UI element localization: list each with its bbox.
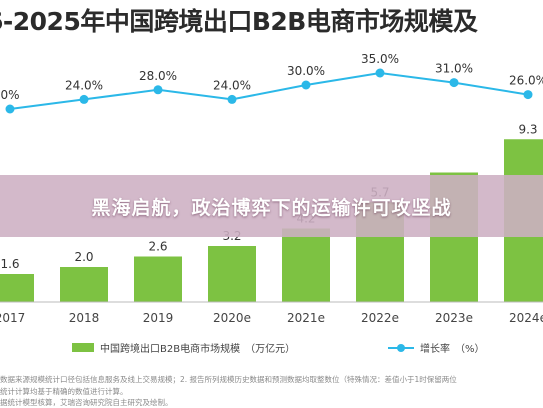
growth-label-2022e: 35.0% xyxy=(361,52,399,66)
growth-point-2017 xyxy=(5,104,15,114)
bar-2020e xyxy=(208,246,256,302)
growth-point-2023e xyxy=(449,78,459,88)
growth-point-2018 xyxy=(79,94,89,104)
legend-item-growth: 增长率 （%） xyxy=(388,340,485,355)
legend-item-market-size: 中国跨境出口B2B电商市场规模 （万亿元） xyxy=(72,340,295,355)
bar-2019 xyxy=(134,256,182,302)
growth-label-2019: 28.0% xyxy=(139,69,177,83)
banner-text: 黑海启航，政治博弈下的运输许可攻坚战 xyxy=(91,196,452,219)
bar-value-label-2017: 1.6 xyxy=(0,257,19,271)
bar-value-label-2019: 2.6 xyxy=(148,240,167,254)
bar-value-label-2024e: 9.3 xyxy=(518,122,537,136)
legend-label-market-size: 中国跨境出口B2B电商市场规模 （万亿元） xyxy=(100,344,296,355)
growth-point-2019 xyxy=(153,85,163,95)
bar-2017 xyxy=(0,274,34,302)
growth-point-2022e xyxy=(375,68,385,78)
x-tick-2021e: 2021e xyxy=(287,311,325,325)
legend-label-growth: 增长率 （%） xyxy=(420,344,485,355)
x-tick-2020e: 2020e xyxy=(213,311,251,325)
bar-2018 xyxy=(60,267,108,302)
legend-line-swatch xyxy=(388,343,414,353)
growth-line-layer: 0% 24.0% 28.0% 24.0% 30.0% 35.0% 31.0% 26.0% xyxy=(0,52,543,114)
x-tick-2018: 2018 xyxy=(69,311,100,325)
x-tick-2017: 2017 xyxy=(0,311,25,325)
x-tick-2023e: 2023e xyxy=(435,311,473,325)
growth-point-2021e xyxy=(301,80,311,90)
bars-layer: 1.62.02.63.24.25.79.3 xyxy=(0,122,543,302)
source-note-1: 数据来源规模统计口径包括信息服务及线上交易规模；2. 报告所列规模历史数据和预测… xyxy=(0,375,457,384)
legend-bar-swatch xyxy=(72,343,94,352)
growth-rate-line xyxy=(9,71,529,110)
growth-label-2017: 0% xyxy=(0,88,19,102)
chart-plot: 1.62.02.63.24.25.79.3 2017201820192020e2… xyxy=(0,52,543,325)
growth-point-2024e xyxy=(523,90,533,100)
x-tick-labels: 2017 2018 2019 2020e 2021e 2022e 2023e 2024e xyxy=(0,311,543,325)
growth-label-2023e: 31.0% xyxy=(435,62,473,76)
bar-2021e xyxy=(282,228,330,302)
growth-point-2020e xyxy=(227,94,237,104)
source-note-2: 统计计算均基于精确的数值进行计算。 xyxy=(0,387,128,396)
growth-label-2024e: 26.0% xyxy=(509,74,543,88)
source-note-3: 据统计模型核算，艾瑞咨询研究院自主研究及绘制。 xyxy=(0,398,173,407)
legend: 中国跨境出口B2B电商市场规模 （万亿元） 增长率 （%） xyxy=(0,340,543,358)
growth-label-2020e: 24.0% xyxy=(213,78,251,92)
x-tick-2022e: 2022e xyxy=(361,311,399,325)
x-tick-2019: 2019 xyxy=(143,311,174,325)
growth-label-2021e: 30.0% xyxy=(287,64,325,78)
bar-value-label-2018: 2.0 xyxy=(74,250,93,264)
x-tick-2024e: 2024e xyxy=(509,311,543,325)
headline-banner: 黑海启航，政治博弈下的运输许可攻坚战 xyxy=(0,175,543,237)
growth-label-2018: 24.0% xyxy=(65,78,103,92)
chart-title: 6-2025年中国跨境出口B2B电商市场规模及 xyxy=(0,7,478,36)
